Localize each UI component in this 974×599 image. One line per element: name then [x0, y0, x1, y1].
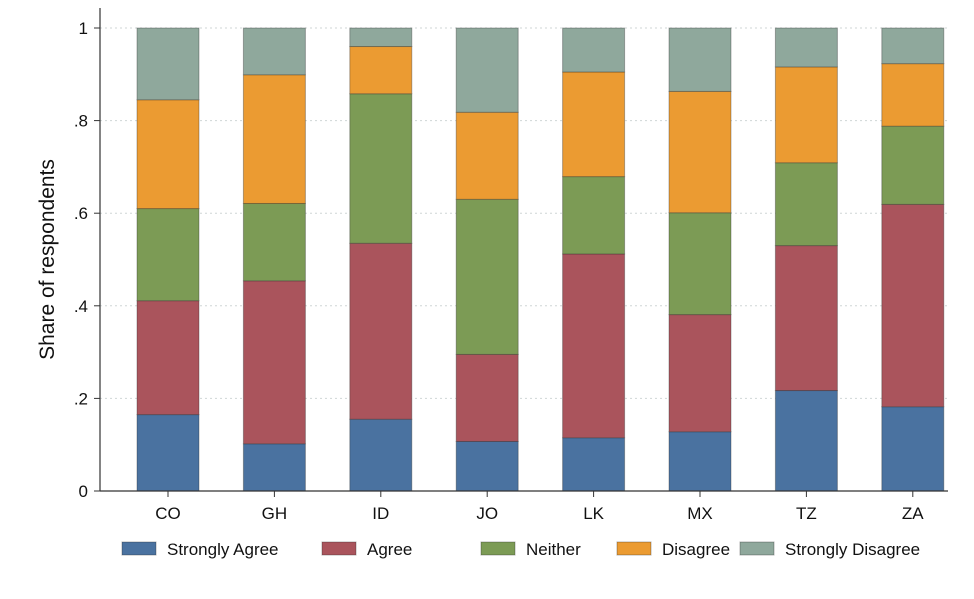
bar-segment-jo-disagree: [455, 111, 519, 200]
bar-segment-tz-neither: [774, 162, 838, 247]
bar-segment-mx-strongly-disagree: [668, 27, 732, 92]
bar-segment-jo-strongly-disagree: [455, 27, 519, 113]
bar-segment-za-strongly-agree: [881, 406, 945, 492]
y-tick-label: .2: [74, 389, 88, 408]
bar-segment-lk-agree: [562, 253, 626, 439]
axes: CO GH ID JO LK MX TZ ZA 0 .2 .4 .6 .8 1: [74, 8, 948, 523]
bar-segment-id-neither: [349, 93, 413, 244]
x-tick-label: JO: [476, 504, 498, 523]
legend: Strongly Agree Agree Neither Disagree Strong…: [121, 540, 920, 559]
bars: [136, 27, 945, 492]
x-tick-label: ZA: [902, 504, 924, 523]
bar-segment-gh-neither: [242, 202, 306, 282]
x-tick-label: MX: [687, 504, 713, 523]
legend-label-agree: Agree: [367, 540, 412, 559]
bar-segment-tz-strongly-disagree: [774, 27, 838, 68]
bar-segment-jo-neither: [455, 198, 519, 355]
legend-label-neither: Neither: [526, 540, 581, 559]
legend-swatch-strongly-disagree: [739, 541, 775, 556]
bar-segment-mx-neither: [668, 212, 732, 316]
legend-swatch-strongly-agree: [121, 541, 157, 556]
bar-segment-tz-agree: [774, 245, 838, 392]
legend-swatch-disagree: [616, 541, 652, 556]
y-tick-label: .6: [74, 204, 88, 223]
y-tick-label: .4: [74, 297, 88, 316]
bar-segment-za-neither: [881, 125, 945, 205]
bar-segment-mx-strongly-agree: [668, 431, 732, 492]
bar-segment-co-disagree: [136, 99, 200, 210]
bar-segment-jo-strongly-agree: [455, 440, 519, 492]
bar-segment-mx-disagree: [668, 90, 732, 214]
legend-label-strongly-agree: Strongly Agree: [167, 540, 279, 559]
y-tick-label: 1: [79, 19, 88, 38]
bar-segment-mx-agree: [668, 314, 732, 433]
bar-segment-id-disagree: [349, 46, 413, 95]
bar-segment-jo-agree: [455, 353, 519, 442]
bar-segment-za-strongly-disagree: [881, 27, 945, 65]
x-tick-label: CO: [155, 504, 181, 523]
x-tick-label: LK: [583, 504, 604, 523]
x-tick-label: TZ: [796, 504, 817, 523]
bar-segment-id-strongly-disagree: [349, 27, 413, 48]
bar-segment-co-strongly-agree: [136, 414, 200, 492]
legend-label-disagree: Disagree: [662, 540, 730, 559]
bar-segment-co-agree: [136, 300, 200, 416]
y-tick-label: 0: [79, 482, 88, 501]
bar-segment-za-disagree: [881, 63, 945, 127]
bar-segment-tz-strongly-agree: [774, 390, 838, 492]
legend-swatch-neither: [480, 541, 516, 556]
x-tick-label: GH: [262, 504, 288, 523]
bar-segment-gh-disagree: [242, 74, 306, 204]
legend-label-strongly-disagree: Strongly Disagree: [785, 540, 920, 559]
bar-segment-gh-agree: [242, 280, 306, 445]
y-axis-title: Share of respondents: [36, 159, 59, 360]
bar-segment-za-agree: [881, 203, 945, 408]
legend-swatch-agree: [321, 541, 357, 556]
bar-segment-id-strongly-agree: [349, 418, 413, 492]
bar-segment-tz-disagree: [774, 66, 838, 164]
bar-segment-lk-strongly-disagree: [562, 27, 626, 73]
bar-segment-lk-disagree: [562, 71, 626, 178]
bar-segment-co-neither: [136, 208, 200, 302]
bar-segment-gh-strongly-disagree: [242, 27, 306, 76]
x-tick-label: ID: [372, 504, 389, 523]
bar-segment-id-agree: [349, 242, 413, 420]
bar-segment-gh-strongly-agree: [242, 443, 306, 492]
bar-segment-lk-strongly-agree: [562, 437, 626, 492]
y-tick-label: .8: [74, 112, 88, 131]
bar-segment-lk-neither: [562, 176, 626, 255]
bar-segment-co-strongly-disagree: [136, 27, 200, 101]
